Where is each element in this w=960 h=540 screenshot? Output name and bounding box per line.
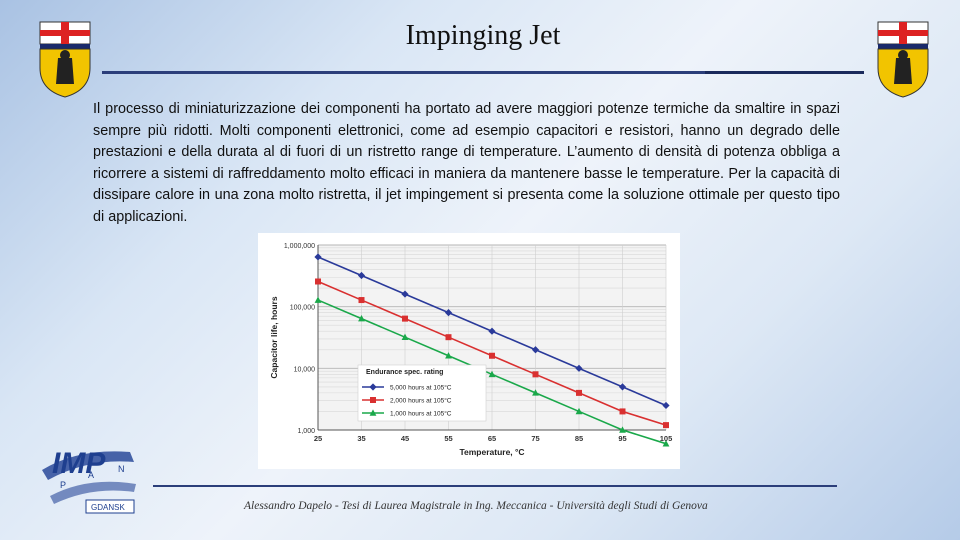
imp-letter-n: N [118, 464, 125, 474]
data-point-triangle [358, 315, 365, 322]
y-tick-label: 1,000,000 [284, 243, 315, 250]
data-point-square [402, 315, 408, 322]
x-tick-label: 85 [575, 434, 583, 443]
x-tick-label: 95 [618, 434, 626, 443]
title-underline-accent [705, 71, 864, 74]
data-point-triangle [401, 333, 409, 340]
footer-rule [153, 485, 837, 487]
y-tick-label: 1,000 [297, 428, 315, 435]
body-paragraph: Il processo di miniaturizzazione dei com… [93, 101, 840, 225]
legend-box [357, 364, 487, 422]
imp-letter-p: P [60, 480, 66, 490]
data-point-triangle [619, 426, 626, 433]
x-tick-label: 55 [444, 434, 452, 443]
legend-entry: 2,000 hours at 105°C [390, 397, 452, 405]
data-point-diamond [401, 290, 409, 298]
data-point-triangle [575, 407, 583, 415]
data-point-square [370, 397, 376, 403]
data-point-square [445, 334, 452, 341]
data-point-triangle [314, 296, 322, 303]
data-point-square [315, 278, 321, 285]
data-point-square [576, 389, 582, 396]
capacitor-life-chart: 1,000,000 100,000 10,000 1,000 25 35 45 55 65 75 8… [258, 233, 680, 469]
data-point-diamond [369, 383, 377, 391]
legend-title: Endurance spec. rating [366, 369, 443, 376]
title-underline [102, 71, 864, 74]
imp-pan-logo: IMP P A N GDANSK [42, 447, 136, 514]
x-tick-label: 35 [357, 434, 365, 443]
imp-text: IMP [52, 447, 106, 480]
data-point-triangle [445, 352, 452, 359]
y-axis-label: Capacitor life, hours [269, 296, 279, 378]
data-point-triangle [662, 440, 670, 447]
data-point-diamond [444, 309, 453, 317]
university-crest-left [39, 21, 91, 98]
x-tick-label: 65 [488, 434, 496, 443]
y-tick-label: 10,000 [294, 366, 316, 373]
data-point-diamond [314, 253, 322, 261]
x-tick-label: 45 [401, 434, 409, 443]
data-point-triangle [369, 409, 377, 416]
data-point-square [663, 422, 669, 429]
data-point-diamond [618, 383, 627, 391]
y-tick-label: 100,000 [290, 305, 315, 312]
slide-footer: Alessandro Dapelo - Tesi di Laurea Magis… [244, 500, 708, 512]
data-point-square [532, 371, 539, 378]
x-tick-label: 25 [314, 434, 322, 443]
data-point-square [489, 352, 495, 359]
imp-city: GDANSK [91, 503, 125, 512]
imp-letter-a: A [88, 470, 94, 480]
data-point-triangle [488, 370, 496, 378]
x-tick-label: 75 [531, 434, 539, 443]
data-point-square [358, 297, 365, 304]
university-crest-right [877, 21, 929, 98]
legend-entry: 1,000 hours at 105°C [390, 410, 452, 418]
x-tick-label: 105 [660, 434, 673, 443]
data-point-triangle [532, 389, 539, 396]
data-point-diamond [488, 327, 496, 335]
data-point-square [619, 408, 626, 415]
slide-title: Impinging Jet [405, 20, 561, 51]
legend-entry: 5,000 hours at 105°C [390, 384, 452, 392]
data-point-diamond [357, 271, 366, 280]
x-axis-label: Temperature, °C [459, 447, 524, 457]
